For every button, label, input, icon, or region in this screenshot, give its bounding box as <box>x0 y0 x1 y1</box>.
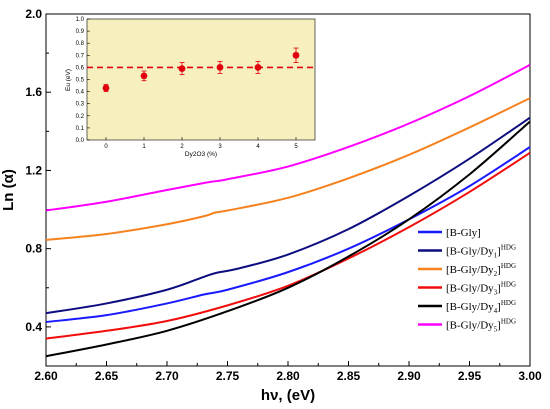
y-tick-label: 1.2 <box>25 163 42 177</box>
inset-x-axis-title: Dy2O3 (%) <box>185 151 217 158</box>
legend-label: [B-Gly/Dy1]HDG <box>446 244 516 260</box>
legend-label: [B-Gly] <box>446 227 481 239</box>
x-tick-label: 2.85 <box>337 369 361 383</box>
legend-label-bracket: ] <box>497 246 501 258</box>
inset-y-axis-ticks: 0.0 0.1 0.2 0.3 0.4 0.5 0.6 0.7 0.8 0.9 1.0 <box>76 17 90 144</box>
inset-plot: 0 1 2 3 4 5 0.0 0.1 0.2 0.3 0.4 0.5 0.6 0.7 0.8 0.9 1.0… <box>65 17 316 158</box>
legend-label-base: [B-Gly/Dy <box>446 264 494 276</box>
legend-label: [B-Gly/Dy5]HDG <box>446 318 516 334</box>
x-tick-label: 3.00 <box>518 369 542 383</box>
legend-label-sup: HDG <box>501 299 516 307</box>
inset-y-tick-label: 0.9 <box>76 29 85 35</box>
x-tick-label: 2.95 <box>458 369 482 383</box>
series-line-dy1 <box>45 116 531 315</box>
x-axis-ticks: 2.60 2.65 2.70 2.75 2.80 2.85 2.90 2.95 3.00 <box>34 361 542 383</box>
y-tick-label: 0.8 <box>25 242 42 256</box>
legend-label-base: [B-Gly/Dy <box>446 301 494 313</box>
y-axis-ticks: 0.4 0.8 1.2 1.6 2.0 <box>25 7 51 367</box>
legend-label-base: [B-Gly/Dy <box>446 320 494 332</box>
legend-label-bracket: ] <box>497 264 501 276</box>
inset-y-tick-label: 0.3 <box>76 102 85 108</box>
inset-y-tick-label: 0.5 <box>76 78 85 84</box>
inset-background <box>86 18 316 141</box>
x-tick-label: 2.70 <box>155 369 179 383</box>
inset-x-tick-label: 2 <box>180 144 184 150</box>
legend-label-sup: HDG <box>501 318 516 326</box>
legend-label-sup: HDG <box>501 262 516 270</box>
inset-y-axis-title: Eu (eV) <box>65 69 72 91</box>
legend: [B-Gly][B-Gly/Dy1]HDG[B-Gly/Dy2]HDG[B-Gl… <box>418 227 516 334</box>
inset-data-point <box>216 64 224 71</box>
x-tick-label: 2.75 <box>216 369 240 383</box>
legend-label: [B-Gly/Dy2]HDG <box>446 262 516 278</box>
y-tick-label: 1.6 <box>25 85 42 99</box>
inset-data-point <box>140 72 148 80</box>
inset-y-tick-label: 1.0 <box>76 17 85 23</box>
legend-label: [B-Gly/Dy4]HDG <box>446 299 516 315</box>
legend-label-sup: HDG <box>501 244 516 252</box>
inset-y-tick-label: 0.7 <box>76 53 85 59</box>
main-plot: 2.60 2.65 2.70 2.75 2.80 2.85 2.90 2.95 3.00 0.4… <box>0 7 542 404</box>
legend-label-sub: 4 <box>494 307 498 315</box>
x-tick-label: 2.90 <box>397 369 421 383</box>
y-axis-title: Ln (α) <box>0 169 17 211</box>
legend-label-bracket: ] <box>497 283 501 295</box>
legend-label-sub: 1 <box>494 252 498 260</box>
x-tick-label: 2.65 <box>95 369 119 383</box>
legend-label-sub: 2 <box>494 270 498 278</box>
legend-label-sub: 5 <box>494 326 498 334</box>
legend-label-bracket: ] <box>497 301 501 313</box>
inset-x-tick-label: 3 <box>218 144 222 150</box>
inset-y-tick-label: 0.8 <box>76 41 85 47</box>
legend-label-base: [B-Gly] <box>446 227 481 239</box>
series-line-dy2 <box>45 97 531 241</box>
inset-x-tick-label: 5 <box>294 144 298 150</box>
inset-y-tick-label: 0.6 <box>76 65 85 71</box>
y-tick-label: 2.0 <box>25 7 42 21</box>
x-tick-label: 2.80 <box>276 369 300 383</box>
x-tick-label: 2.60 <box>34 369 58 383</box>
inset-data-point <box>292 51 300 59</box>
legend-label-base: [B-Gly/Dy <box>446 246 494 258</box>
inset-data-point <box>254 64 262 71</box>
series-line-dy3 <box>45 152 531 340</box>
inset-y-tick-label: 0.1 <box>76 126 85 132</box>
inset-data-points <box>102 47 300 92</box>
series-lines <box>45 63 531 358</box>
inset-y-tick-label: 0.0 <box>76 138 85 144</box>
inset-y-tick-label: 0.2 <box>76 114 85 120</box>
inset-x-tick-label: 4 <box>256 144 260 150</box>
series-line-dy4 <box>45 120 531 358</box>
series-line-dy5 <box>45 63 531 212</box>
legend-label-base: [B-Gly/Dy <box>446 283 494 295</box>
inset-data-point <box>102 84 110 92</box>
y-tick-label: 0.4 <box>25 320 42 334</box>
legend-label-bracket: ] <box>497 320 501 332</box>
inset-data-point <box>178 65 186 73</box>
inset-x-tick-label: 1 <box>142 144 146 150</box>
legend-label: [B-Gly/Dy3]HDG <box>446 281 516 297</box>
x-axis-title: hν, (eV) <box>261 387 315 404</box>
legend-label-sup: HDG <box>501 281 516 289</box>
legend-label-sub: 3 <box>494 289 498 297</box>
inset-x-tick-label: 0 <box>104 144 108 150</box>
series-line-b-gly <box>45 146 531 323</box>
inset-x-axis-ticks: 0 1 2 3 4 5 <box>104 137 298 150</box>
inset-y-tick-label: 0.4 <box>76 90 85 96</box>
